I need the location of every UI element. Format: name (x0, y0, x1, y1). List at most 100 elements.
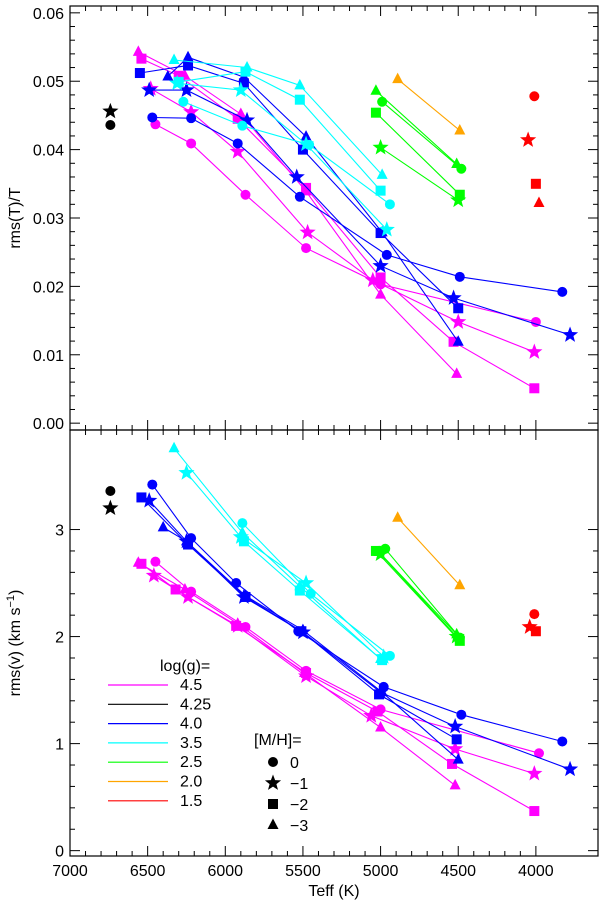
mh-legend-label: −2 (290, 797, 308, 814)
top-star-point (378, 221, 395, 237)
top-y-axis-title: rms(T)/T (7, 187, 24, 249)
bottom-y-tick-label: 0 (55, 844, 64, 861)
logg-legend-label: 4.0 (180, 716, 202, 733)
bottom-square-point (170, 584, 181, 595)
top-circle-point (186, 113, 197, 124)
mh-legend-triangle-icon (267, 818, 279, 829)
bottom-triangle-point (376, 685, 388, 697)
bottom-square-point (454, 635, 465, 646)
bottom-y-tick-label: 3 (55, 523, 64, 540)
top-square-point (173, 76, 184, 87)
bottom-series-2p5-circle (380, 543, 465, 643)
bottom-y-axis-title: rms(v) (km s−1) (5, 590, 24, 697)
bottom-series-1p5-star (521, 618, 538, 634)
top-star-point (297, 135, 315, 152)
bottom-circle-point (533, 748, 544, 759)
top-triangle-point (375, 288, 387, 299)
top-star-point (178, 81, 195, 97)
bottom-y-tick-label: 2 (55, 630, 64, 647)
top-square-point (448, 336, 459, 347)
bottom-square-point (372, 706, 383, 717)
logg-legend-label: 4.25 (180, 696, 211, 713)
bottom-series-line (173, 447, 381, 660)
top-series-line (183, 101, 391, 205)
top-series-4p25-circle (105, 119, 116, 130)
top-star-point (364, 271, 381, 288)
top-star-point (520, 131, 537, 147)
bottom-square-point (447, 758, 458, 769)
bottom-square-point (238, 536, 249, 547)
top-series-line (397, 78, 461, 131)
top-circle-point (178, 96, 189, 107)
bottom-triangle-point (298, 666, 310, 677)
bottom-series-1p5-circle (529, 609, 540, 620)
logg-legend-label: 2.0 (180, 774, 202, 791)
top-circle-point (529, 91, 540, 102)
top-series-line (150, 88, 535, 353)
top-square-point (238, 78, 249, 89)
top-square-point (136, 53, 147, 64)
top-square-point (529, 383, 540, 394)
top-plot-frame (69, 5, 599, 431)
mh-legend-label: −3 (290, 818, 308, 835)
top-panel: 0.00 0.01 0.02 0.03 0.04 0.05 0.06 rms(T)/T (7, 5, 599, 433)
bottom-x-tick-label: 5000 (363, 863, 399, 880)
bottom-circle-point (237, 518, 248, 529)
bottom-square-point (451, 734, 462, 745)
top-square-point (232, 113, 243, 124)
bottom-triangle-point (375, 721, 387, 732)
bottom-x-tick-label: 5500 (285, 863, 321, 880)
bottom-star-point (447, 717, 464, 734)
bottom-series-2p5-triangle (373, 545, 463, 639)
bottom-triangle-point (236, 526, 248, 537)
top-series-line (380, 147, 459, 201)
bottom-series-line (397, 517, 461, 586)
bottom-x-axis-title: Teff (K) (308, 883, 359, 900)
bottom-x-tick-label: 4000 (518, 863, 554, 880)
top-triangle-point (452, 335, 464, 346)
top-star-point (232, 81, 249, 97)
top-series-line (155, 123, 537, 323)
bottom-series-2p0-triangle (392, 511, 466, 590)
bottom-x-tick-label: 7000 (52, 863, 88, 880)
bottom-series-4p25-star (102, 499, 119, 516)
top-star-point (299, 223, 316, 240)
top-series-3p5-triangle (168, 53, 388, 179)
top-series-line (375, 112, 461, 196)
bottom-triangle-point (297, 623, 309, 635)
top-series-2p5-star (372, 139, 467, 208)
top-series-1p5-star (520, 131, 537, 147)
top-star-point (102, 102, 119, 119)
bottom-circle-point (456, 709, 467, 720)
top-star-point (238, 111, 256, 128)
top-square-point (173, 70, 184, 81)
top-star-point (450, 313, 467, 329)
bottom-square-point (530, 626, 541, 637)
top-series-line (149, 89, 571, 336)
bottom-x-tick-label: 4500 (440, 863, 476, 880)
bottom-triangle-point (375, 652, 387, 664)
top-triangle-point (300, 130, 312, 141)
top-triangle-point (533, 196, 545, 207)
top-triangle-point (294, 78, 306, 90)
top-star-point (229, 143, 246, 159)
top-star-point (183, 103, 200, 119)
top-triangle-point (454, 123, 466, 135)
top-circle-point (237, 120, 248, 131)
bottom-series-line (148, 500, 571, 770)
top-circle-point (301, 243, 312, 254)
top-triangle-point (370, 84, 382, 95)
bottom-star-point (178, 464, 195, 480)
bottom-circle-point (305, 588, 316, 599)
top-circle-point (454, 271, 465, 282)
bottom-series-line (141, 497, 457, 740)
bottom-triangle-point (239, 589, 251, 600)
top-star-point (526, 343, 543, 359)
top-series-line (177, 82, 388, 230)
bottom-series-line (384, 548, 461, 638)
bottom-circle-point (147, 479, 158, 490)
bottom-triangle-point (132, 556, 144, 567)
top-circle-point (147, 112, 158, 123)
bottom-triangle-point (294, 579, 306, 591)
top-triangle-point (162, 69, 174, 81)
